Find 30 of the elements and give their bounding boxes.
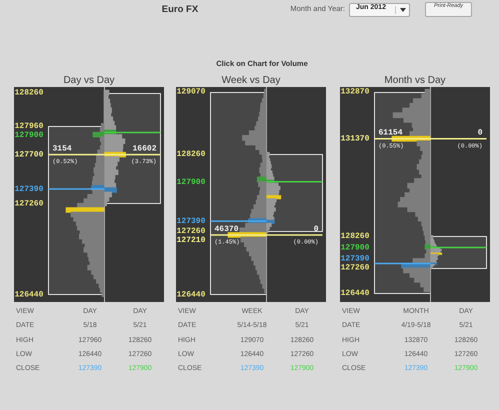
ref-line-label: 127900 xyxy=(176,178,206,187)
ref-line-label: 127900 xyxy=(14,130,44,140)
annotation: 46370 xyxy=(214,224,239,234)
ref-line-label: 127700 xyxy=(14,150,44,160)
annotation: 16602 xyxy=(132,144,157,154)
ref-line-label: 127900 xyxy=(340,243,370,252)
chart-title: Day vs Day xyxy=(62,75,116,88)
ref-line-label: 127390 xyxy=(176,217,206,226)
annotation: 0 xyxy=(478,128,483,138)
y-tick-label: 128260 xyxy=(14,88,44,98)
y-tick-label: 128260 xyxy=(340,232,370,242)
ref-line-label: 131370 xyxy=(340,134,370,144)
y-tick-label: 132870 xyxy=(340,88,370,97)
chart-title: Month vs Day xyxy=(383,75,447,88)
y-tick-label: 126440 xyxy=(340,289,370,298)
y-tick-label: 128260 xyxy=(176,150,206,160)
y-tick-label: 127260 xyxy=(340,264,370,273)
ref-line-label: 127390 xyxy=(340,254,370,264)
y-tick-label: 127260 xyxy=(14,199,44,208)
y-tick-label: 126440 xyxy=(176,290,206,300)
y-tick-label: 127960 xyxy=(14,122,44,131)
annotation: 3154 xyxy=(52,144,72,154)
chart-title: Week vs Day xyxy=(220,75,282,88)
ref-line-label: 127210 xyxy=(176,236,206,246)
y-tick-label: 127260 xyxy=(176,227,206,236)
y-tick-label: 126440 xyxy=(14,290,44,300)
annotation: 61154 xyxy=(378,128,403,138)
y-tick-label: 129070 xyxy=(176,88,206,97)
ref-line-label: 127390 xyxy=(14,184,44,194)
text: Euro FX xyxy=(160,4,200,17)
